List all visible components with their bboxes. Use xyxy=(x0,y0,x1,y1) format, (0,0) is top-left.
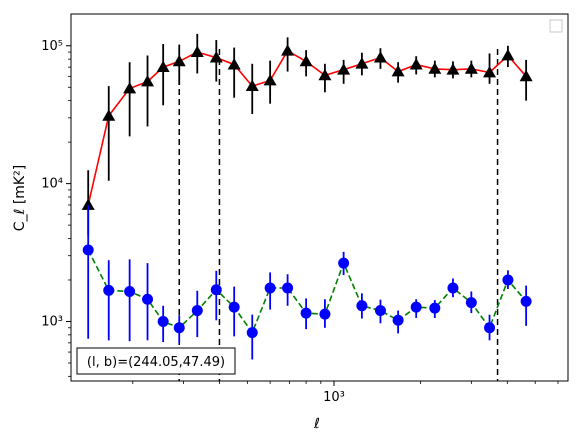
point-s1-8 xyxy=(228,301,240,313)
point-s0-17 xyxy=(391,65,405,77)
point-s1-5 xyxy=(173,322,185,334)
point-s1-13 xyxy=(319,308,331,320)
point-s0-5 xyxy=(172,54,186,67)
series-1 xyxy=(82,204,532,360)
point-s1-18 xyxy=(410,301,422,313)
point-s1-17 xyxy=(392,314,404,326)
point-s1-1 xyxy=(103,284,115,296)
point-s1-20 xyxy=(447,282,459,294)
point-s0-0 xyxy=(81,198,95,210)
axes: 10³ 10⁴ 10⁵ 10³ xyxy=(41,39,559,405)
y-tick-label-1: 10⁴ xyxy=(41,177,63,192)
legend-box xyxy=(549,19,563,33)
point-s1-16 xyxy=(374,305,386,317)
point-s0-19 xyxy=(428,62,442,74)
point-s0-2 xyxy=(123,81,137,94)
y-axis-label: C_ℓ [mK²] xyxy=(12,165,28,231)
series-layer xyxy=(81,33,533,360)
point-s0-22 xyxy=(483,65,497,78)
point-s1-10 xyxy=(264,282,276,294)
point-s1-6 xyxy=(191,305,203,317)
point-s1-22 xyxy=(484,322,496,334)
point-s0-3 xyxy=(141,75,155,87)
annotation-text: (l, b)=(244.05,47.49) xyxy=(87,355,225,370)
x-tick-label-0: 10³ xyxy=(323,390,345,405)
point-s1-2 xyxy=(124,285,136,297)
point-s1-19 xyxy=(429,302,441,314)
point-s0-24 xyxy=(519,69,533,82)
point-s1-0 xyxy=(82,244,94,256)
point-s1-9 xyxy=(246,327,258,339)
point-s1-11 xyxy=(282,282,294,294)
point-s0-8 xyxy=(227,58,241,70)
point-s1-4 xyxy=(157,315,169,327)
point-s0-4 xyxy=(156,60,170,72)
plot-frame xyxy=(70,13,569,382)
point-s1-12 xyxy=(300,307,312,319)
point-s1-15 xyxy=(356,300,368,312)
point-s1-14 xyxy=(338,257,350,269)
annotation-box: (l, b)=(244.05,47.49) xyxy=(76,347,236,375)
point-s0-16 xyxy=(373,51,387,63)
point-s0-1 xyxy=(102,109,116,121)
point-s0-20 xyxy=(446,63,460,75)
point-s1-21 xyxy=(465,297,477,309)
point-s0-23 xyxy=(501,48,515,61)
point-s0-12 xyxy=(299,54,313,67)
point-s0-15 xyxy=(355,57,369,69)
point-s0-6 xyxy=(190,45,204,57)
point-s0-10 xyxy=(263,73,277,86)
point-s0-11 xyxy=(281,44,295,56)
series-0 xyxy=(81,33,533,236)
point-s0-9 xyxy=(245,79,259,91)
x-axis-label: ℓ xyxy=(313,416,320,432)
annotation-frame xyxy=(76,347,236,375)
y-tick-label-2: 10⁵ xyxy=(41,39,63,54)
point-s1-7 xyxy=(210,284,222,296)
vertical-lines xyxy=(178,49,499,381)
point-s0-21 xyxy=(464,62,478,74)
point-s1-23 xyxy=(502,274,514,286)
point-s1-24 xyxy=(520,295,532,307)
point-s0-13 xyxy=(318,68,332,81)
point-s1-3 xyxy=(142,293,154,305)
point-s0-18 xyxy=(409,58,423,70)
point-s0-7 xyxy=(209,51,223,63)
y-tick-label-0: 10³ xyxy=(41,314,63,329)
point-s0-14 xyxy=(337,63,351,75)
